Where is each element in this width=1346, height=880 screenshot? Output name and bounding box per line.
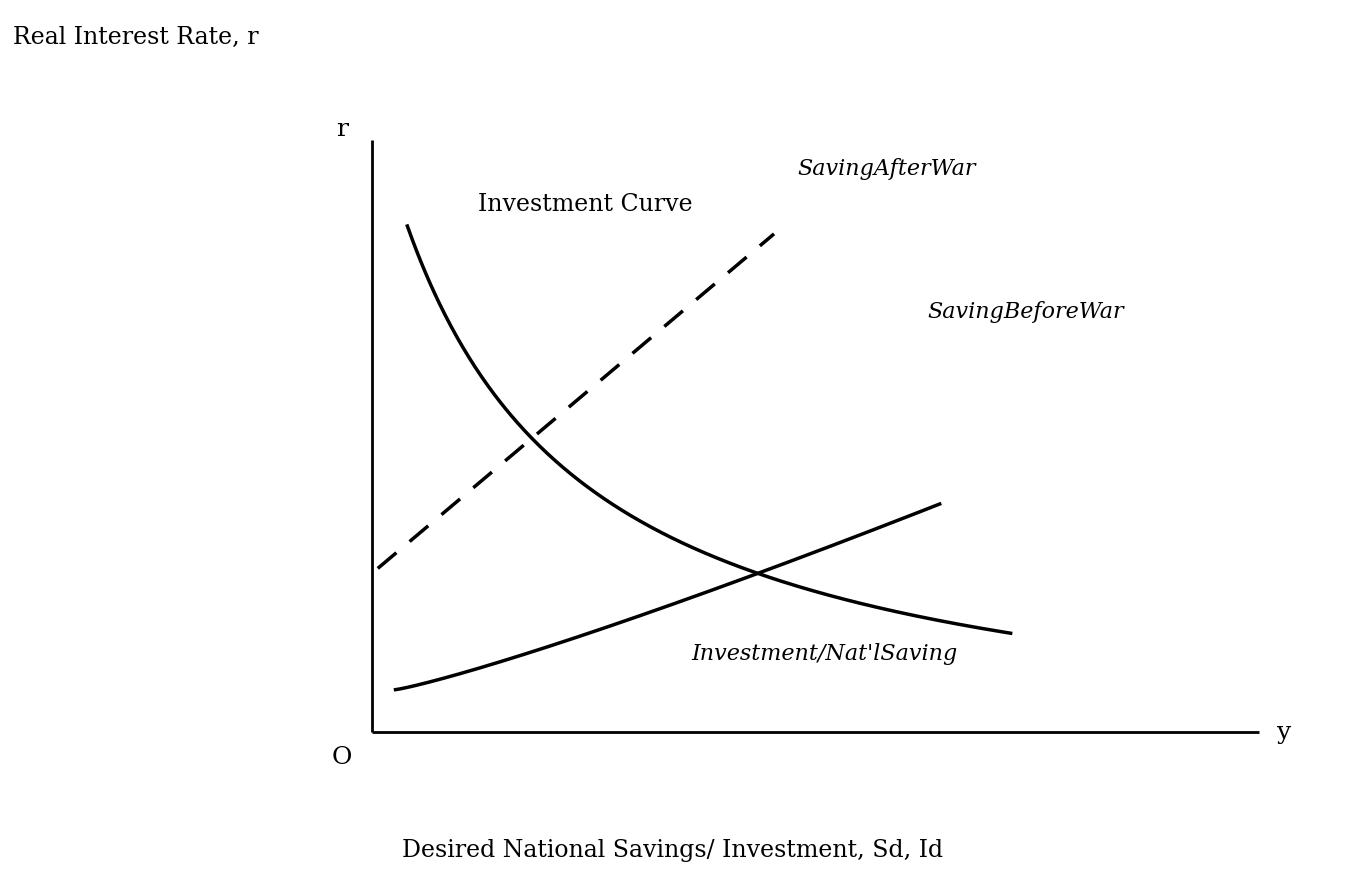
Text: r: r xyxy=(336,118,349,141)
Text: Investment Curve: Investment Curve xyxy=(478,193,693,216)
Text: O: O xyxy=(332,746,353,769)
Text: Investment/Nat'lSaving: Investment/Nat'lSaving xyxy=(692,643,957,665)
Text: y: y xyxy=(1277,721,1291,744)
Text: Real Interest Rate, r: Real Interest Rate, r xyxy=(13,26,258,49)
Text: SavingAfterWar: SavingAfterWar xyxy=(798,158,976,180)
Text: Desired National Savings/ Investment, Sd, Id: Desired National Savings/ Investment, Sd… xyxy=(402,840,944,862)
Text: SavingBeforeWar: SavingBeforeWar xyxy=(927,301,1124,323)
